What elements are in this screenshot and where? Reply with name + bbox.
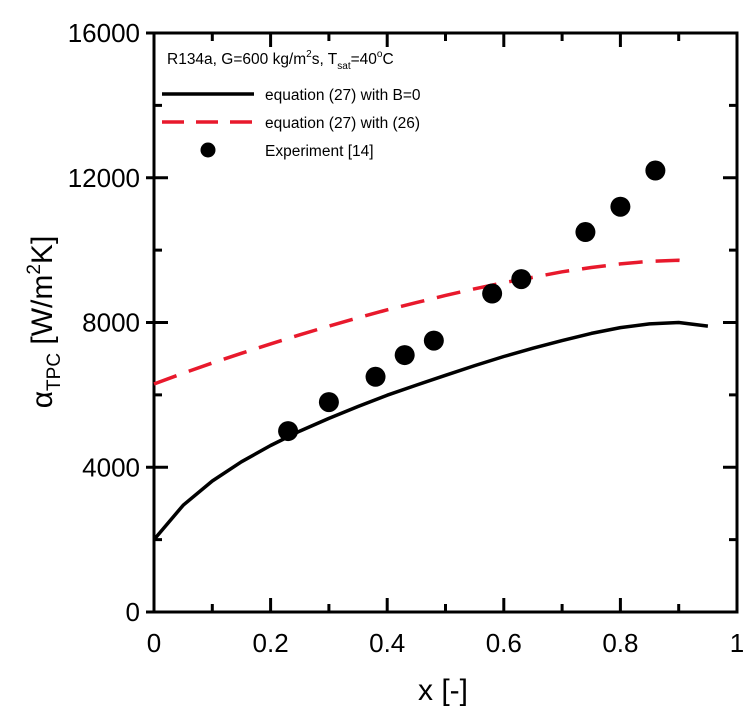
x-tick-label: 0 xyxy=(147,628,161,658)
experiment-point xyxy=(575,222,596,243)
experiment-point xyxy=(482,283,503,304)
experiment-point xyxy=(318,392,339,413)
axis-ticks: 0 0.2 0.4 0.6 0.8 1 0 4000 8000 12000 16000 xyxy=(68,18,745,658)
x-axis-label: x [-] xyxy=(418,674,468,707)
legend-label-series-2: equation (27) with (26) xyxy=(265,115,420,132)
y-axis-unit-sup: 2 xyxy=(24,264,45,275)
y-axis-unit-prefix: [W/m xyxy=(26,275,59,353)
series-layer xyxy=(152,160,709,541)
experiment-point xyxy=(511,269,532,290)
x-tick-label: 1 xyxy=(730,628,744,658)
experiment-point xyxy=(365,366,386,387)
legend: equation (27) with B=0 equation (27) wit… xyxy=(162,87,421,160)
y-axis-symbol: α xyxy=(26,391,59,408)
x-tick-label: 0.2 xyxy=(253,628,289,658)
x-tick-label: 0.6 xyxy=(486,628,522,658)
annotation-mid: s, T xyxy=(312,51,338,68)
y-tick-label: 8000 xyxy=(82,308,140,338)
chart-annotation: R134a, G=600 kg/m2s, Tsat=40oC xyxy=(167,49,394,72)
annotation-prefix: R134a, G=600 kg/m xyxy=(167,51,306,68)
experiment-point xyxy=(394,345,415,366)
annotation-sup1: 2 xyxy=(306,49,312,60)
annotation-mid2: =40 xyxy=(351,51,378,68)
experiment-point xyxy=(645,160,666,181)
y-tick-label: 12000 xyxy=(68,163,140,193)
series-line-eq26 xyxy=(153,258,691,386)
y-axis-label: αTPC [W/m2K] xyxy=(24,236,65,409)
annotation-sub: sat xyxy=(337,61,351,72)
annotation-suffix: C xyxy=(382,51,393,68)
y-axis-unit-suffix: K] xyxy=(26,236,59,264)
y-tick-label: 4000 xyxy=(82,452,140,482)
y-tick-label: 16000 xyxy=(68,18,140,48)
experiment-point xyxy=(610,196,631,217)
x-tick-label: 0.8 xyxy=(602,628,638,658)
legend-swatch-marker xyxy=(200,142,216,158)
annotation-sup2: o xyxy=(377,49,383,60)
experiment-point xyxy=(423,330,444,351)
series-line-b0 xyxy=(152,320,709,541)
experiment-point xyxy=(278,421,299,442)
legend-label-series-1: equation (27) with B=0 xyxy=(265,87,421,104)
y-tick-label: 0 xyxy=(126,597,140,627)
x-tick-label: 0.4 xyxy=(369,628,405,658)
y-axis-sub: TPC xyxy=(44,353,65,391)
legend-label-series-3: Experiment [14] xyxy=(265,143,374,160)
